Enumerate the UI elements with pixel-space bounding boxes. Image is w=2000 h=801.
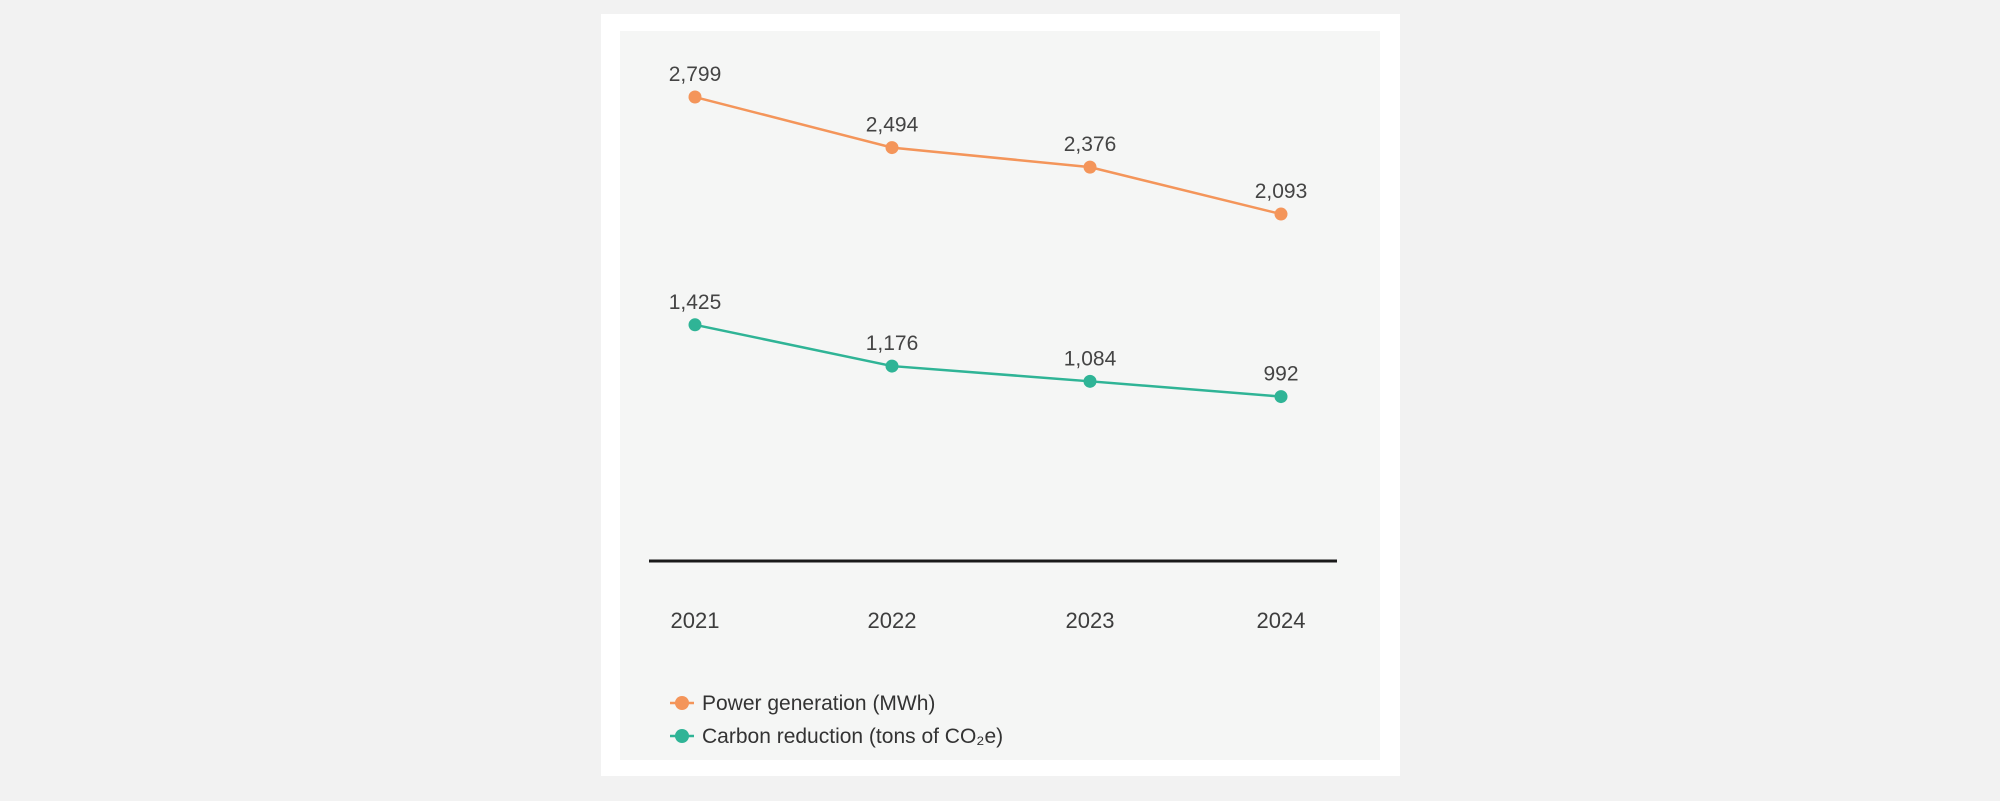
series-1: 2,799 2,494 2,376 2,093 bbox=[669, 63, 1308, 221]
legend-item: Power generation (MWh) bbox=[670, 692, 935, 715]
data-point bbox=[885, 141, 899, 155]
x-tick-label: 2021 bbox=[671, 608, 720, 633]
data-point bbox=[1083, 374, 1097, 388]
x-tick-labels: 2021 2022 2023 2024 bbox=[671, 608, 1306, 633]
x-tick-label: 2024 bbox=[1257, 608, 1306, 633]
data-label: 1,176 bbox=[866, 332, 919, 355]
legend-item: Carbon reduction (tons of CO₂e) bbox=[670, 725, 1003, 748]
data-point bbox=[1083, 160, 1097, 174]
legend-marker bbox=[675, 729, 689, 743]
legend-label: Power generation (MWh) bbox=[702, 692, 935, 715]
data-point bbox=[688, 318, 702, 332]
legend: Power generation (MWh) Carbon reduction (… bbox=[670, 692, 1003, 748]
data-label: 2,093 bbox=[1255, 180, 1308, 203]
data-label: 2,494 bbox=[866, 114, 919, 137]
data-point bbox=[885, 359, 899, 373]
x-tick-label: 2023 bbox=[1066, 608, 1115, 633]
data-label: 2,799 bbox=[669, 63, 722, 86]
legend-marker bbox=[675, 696, 689, 710]
data-point bbox=[1274, 390, 1288, 404]
series-2: 1,425 1,176 1,084 992 bbox=[669, 291, 1299, 404]
data-label: 2,376 bbox=[1064, 133, 1117, 156]
legend-label: Carbon reduction (tons of CO₂e) bbox=[702, 725, 1003, 748]
series-layer: 2,799 2,494 2,376 2,093 1,425 1,176 1,084 992 bbox=[669, 63, 1308, 404]
data-point bbox=[688, 90, 702, 104]
data-label: 1,425 bbox=[669, 291, 722, 314]
data-label: 1,084 bbox=[1064, 347, 1117, 370]
x-tick-label: 2022 bbox=[868, 608, 917, 633]
series-line bbox=[694, 323, 1282, 398]
data-label: 992 bbox=[1263, 363, 1298, 386]
series-line bbox=[694, 95, 1282, 216]
data-point bbox=[1274, 207, 1288, 221]
